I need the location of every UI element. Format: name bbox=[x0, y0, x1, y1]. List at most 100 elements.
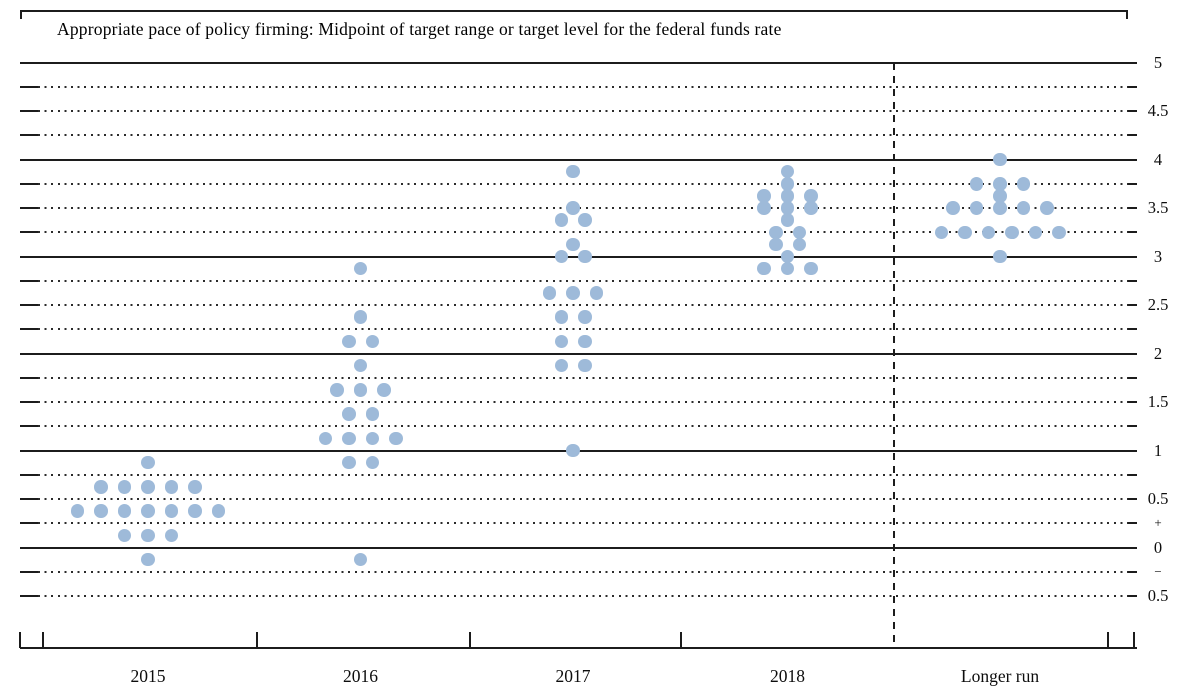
projection-dot bbox=[1016, 177, 1031, 191]
gridline-dotted bbox=[38, 595, 1128, 597]
y-axis-label: 2.5 bbox=[1147, 295, 1169, 314]
gridline-left-tick bbox=[20, 522, 38, 525]
projection-dot bbox=[958, 225, 972, 239]
gridline-right-tick bbox=[1128, 304, 1137, 306]
y-axis-label: 3.5 bbox=[1147, 198, 1169, 217]
gridline-right-tick bbox=[1128, 231, 1137, 234]
projection-dot bbox=[804, 261, 818, 276]
gridline-left-tick bbox=[20, 498, 38, 500]
gridline-right-tick bbox=[1128, 473, 1137, 476]
projection-dot bbox=[342, 455, 356, 470]
projection-dot bbox=[164, 480, 179, 494]
gridline-dotted bbox=[38, 401, 1128, 403]
projection-dot bbox=[993, 177, 1007, 191]
projection-dot bbox=[780, 249, 795, 264]
y-axis-label: + bbox=[1154, 515, 1162, 531]
projection-dot bbox=[780, 201, 795, 215]
gridline-right-tick bbox=[1128, 85, 1137, 88]
projection-dot bbox=[389, 431, 403, 446]
projection-dot bbox=[1028, 225, 1042, 239]
projection-dot bbox=[804, 189, 818, 203]
gridline-right-tick bbox=[1128, 401, 1137, 403]
y-axis-label: − bbox=[1154, 563, 1162, 579]
projection-dot bbox=[554, 334, 568, 349]
projection-dot bbox=[566, 164, 580, 179]
gridline-right-tick bbox=[1128, 207, 1137, 209]
projection-dot bbox=[757, 189, 771, 203]
projection-dot bbox=[554, 310, 568, 324]
projection-dot bbox=[969, 201, 984, 215]
projection-dot bbox=[792, 237, 806, 252]
chart-title: Appropriate pace of policy firming: Midp… bbox=[57, 19, 782, 39]
projection-dot bbox=[141, 455, 155, 470]
projection-dot bbox=[566, 237, 580, 252]
gridline-left-tick bbox=[20, 231, 38, 234]
gridline-dotted bbox=[38, 473, 1128, 476]
projection-dot bbox=[117, 504, 132, 518]
top-border-right-tick bbox=[1126, 10, 1128, 19]
projection-dot bbox=[1016, 201, 1031, 215]
projection-dot bbox=[578, 334, 592, 349]
gridline-dotted bbox=[38, 522, 1128, 525]
projection-dot bbox=[342, 431, 356, 446]
projection-dot bbox=[566, 443, 580, 458]
projection-dot bbox=[117, 480, 132, 494]
projection-dot bbox=[769, 225, 783, 239]
x-axis-tick bbox=[469, 631, 471, 648]
gridline-dotted bbox=[38, 304, 1128, 306]
gridline-solid bbox=[20, 546, 1137, 549]
gridline-right-tick bbox=[1128, 376, 1137, 379]
gridline-left-tick bbox=[20, 473, 38, 476]
projection-dot bbox=[780, 213, 795, 227]
gridline-dotted bbox=[38, 85, 1128, 88]
projection-dot bbox=[188, 480, 202, 494]
projection-dot bbox=[566, 201, 580, 215]
gridline-dotted bbox=[38, 498, 1128, 500]
projection-dot bbox=[211, 504, 226, 518]
projection-dot bbox=[554, 213, 568, 227]
x-axis-label: 2018 bbox=[770, 666, 805, 686]
projection-dot bbox=[566, 286, 580, 300]
projection-dot bbox=[365, 334, 379, 349]
projection-dot bbox=[780, 261, 795, 276]
projection-dot bbox=[342, 334, 356, 349]
top-border-line bbox=[20, 10, 1128, 12]
y-axis-label: 0.5 bbox=[1147, 586, 1169, 605]
projection-dot bbox=[554, 358, 568, 373]
gridline-dotted bbox=[38, 570, 1128, 573]
projection-dot bbox=[164, 504, 179, 518]
gridline-dotted bbox=[38, 279, 1128, 282]
projection-dot bbox=[330, 383, 344, 397]
projection-dot bbox=[554, 249, 568, 264]
projection-dot bbox=[164, 528, 179, 543]
y-axis-label: 5 bbox=[1153, 52, 1163, 72]
longer-run-divider bbox=[893, 62, 895, 649]
projection-dot bbox=[365, 407, 379, 421]
projection-dot bbox=[981, 225, 995, 239]
projection-dot bbox=[141, 480, 155, 494]
gridline-solid bbox=[20, 158, 1137, 161]
gridline-left-tick bbox=[20, 425, 38, 428]
x-axis-tick bbox=[680, 631, 682, 648]
x-axis-tick bbox=[1133, 631, 1135, 648]
projection-dot bbox=[969, 177, 984, 191]
projection-dot bbox=[780, 164, 795, 179]
projection-dot bbox=[769, 237, 783, 252]
y-axis-label: 1.5 bbox=[1147, 392, 1169, 411]
x-axis-tick bbox=[1107, 631, 1109, 648]
projection-dot bbox=[353, 552, 368, 567]
gridline-right-tick bbox=[1128, 279, 1137, 282]
gridline-left-tick bbox=[20, 376, 38, 379]
gridline-dotted bbox=[38, 425, 1128, 428]
gridline-dotted bbox=[38, 328, 1128, 331]
projection-dot bbox=[757, 201, 771, 215]
projection-dot bbox=[578, 249, 592, 264]
gridline-right-tick bbox=[1128, 498, 1137, 500]
y-axis-label: 2 bbox=[1153, 343, 1163, 363]
projection-dot bbox=[578, 213, 592, 227]
x-axis-tick bbox=[256, 631, 258, 648]
projection-dot bbox=[589, 286, 604, 300]
gridline-right-tick bbox=[1128, 110, 1137, 112]
projection-dot bbox=[377, 383, 391, 397]
